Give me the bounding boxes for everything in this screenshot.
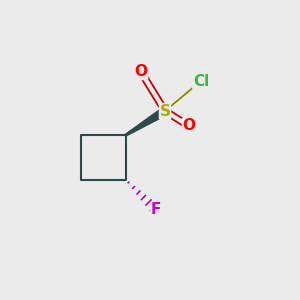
Text: S: S (160, 103, 170, 118)
Polygon shape (125, 107, 167, 136)
Text: Cl: Cl (193, 74, 209, 88)
Text: F: F (151, 202, 161, 217)
Text: O: O (182, 118, 196, 134)
Text: O: O (134, 64, 148, 80)
